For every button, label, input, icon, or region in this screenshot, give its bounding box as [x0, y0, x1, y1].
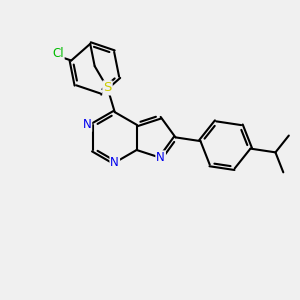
Text: Cl: Cl [52, 47, 64, 60]
Text: N: N [82, 118, 91, 131]
Text: S: S [103, 81, 112, 94]
Text: N: N [110, 156, 119, 169]
Text: N: N [156, 151, 165, 164]
